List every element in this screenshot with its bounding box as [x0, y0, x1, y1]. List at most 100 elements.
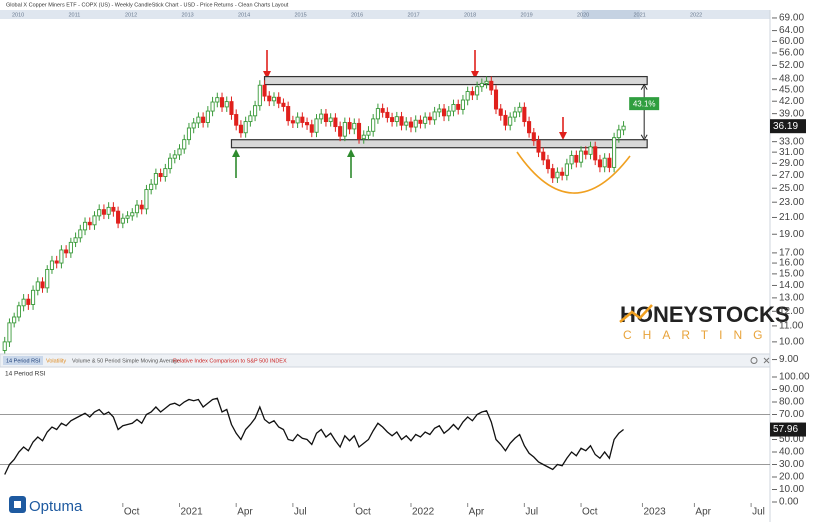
y-tick-label: 52.00 [779, 60, 804, 71]
candle-body [508, 116, 513, 126]
candle-body [286, 106, 291, 122]
indicator-tab[interactable]: 14 Period RSI [6, 358, 41, 364]
navigator-strip[interactable] [0, 10, 770, 19]
x-tick-label: Oct [582, 507, 598, 518]
indicator-tab[interactable]: Volume & 50 Period Simple Moving Average [72, 358, 180, 364]
y-tick-label: 31.00 [779, 147, 804, 158]
navigator-window[interactable] [582, 10, 640, 19]
candle-body [153, 173, 158, 185]
y-tick-label: 30.00 [779, 459, 804, 470]
candle-body [612, 137, 617, 168]
x-tick-label: 2022 [412, 507, 435, 518]
candle-body [243, 121, 248, 134]
candle-body [144, 189, 149, 210]
navigator-year: 2010 [12, 12, 24, 18]
candle-body [361, 134, 366, 140]
close-icon[interactable] [763, 357, 770, 364]
candle-body [531, 132, 536, 142]
candle-body [545, 159, 551, 170]
tab-active[interactable] [3, 356, 43, 365]
y-tick-label: 70.00 [779, 409, 804, 420]
y-tick-label: 90.00 [779, 384, 804, 395]
navigator-year: 2015 [295, 12, 307, 18]
candle-body [541, 151, 546, 161]
candle-body [550, 168, 555, 179]
candle-body [503, 114, 508, 126]
candle-body [356, 122, 362, 140]
candle-body [621, 125, 626, 131]
eye-icon[interactable] [750, 357, 758, 364]
y-tick-label: 16.00 [779, 258, 804, 269]
candle-body [116, 210, 121, 224]
candle-body [257, 84, 262, 107]
indicator-tab[interactable]: Relative Index Comparison to S&P 500 IND… [173, 358, 287, 364]
candle-body [229, 101, 234, 115]
chart-header: Global X Copper Miners ETF - COPX (US) -… [6, 2, 289, 8]
candle-body [371, 118, 376, 132]
watermark-text: HONEYSTOCKS [620, 302, 790, 327]
candle-body [295, 116, 300, 124]
candle-body [21, 298, 26, 307]
candle-body [125, 215, 130, 219]
candle-body [45, 269, 50, 289]
indicator-tab[interactable]: Volatility [46, 358, 66, 364]
candle-body [536, 140, 541, 153]
y-tick-label: 10.00 [779, 484, 804, 495]
y-tick-label: 0.00 [779, 497, 799, 508]
last-price-tag [770, 119, 806, 134]
candle-body [248, 115, 253, 123]
candle-body [578, 150, 584, 163]
candle-body [201, 116, 206, 123]
navigator-year: 2020 [577, 12, 589, 18]
candle-body [394, 116, 399, 123]
y-tick-label: 33.00 [779, 136, 804, 147]
candle-body [390, 117, 395, 123]
candle-body [73, 237, 78, 243]
candle-body [451, 103, 456, 112]
candle-body [437, 108, 442, 113]
candle-body [87, 221, 92, 226]
candle-body [456, 103, 461, 110]
candle-body [423, 116, 428, 124]
candle-body [527, 121, 532, 134]
candle-body [399, 116, 404, 126]
candle-body [276, 96, 281, 104]
range-label-bg [629, 97, 660, 111]
candle-body [300, 116, 305, 123]
y-tick-label: 42.00 [779, 96, 804, 107]
candle-body [290, 120, 295, 124]
candle-body [380, 108, 385, 113]
candle-body [441, 108, 447, 117]
y-tick-label: 14.00 [779, 280, 804, 291]
candle-body [158, 173, 163, 178]
arrow-head [471, 71, 479, 79]
y-tick-label: 11.00 [779, 321, 804, 332]
y-tick-label: 48.00 [779, 73, 804, 84]
candle-body [470, 91, 475, 96]
x-tick-label: Jul [752, 507, 765, 518]
candle-body [82, 221, 88, 231]
navigator-year: 2021 [634, 12, 646, 18]
candle-body [97, 209, 102, 217]
y-tick-label: 69.00 [779, 13, 804, 24]
candle-body [238, 124, 243, 134]
candle-body [432, 111, 437, 121]
y-tick-label: 20.00 [779, 472, 804, 483]
range-arrowhead [640, 83, 648, 141]
candle-body [262, 84, 267, 97]
candle-body [446, 110, 451, 117]
y-tick-label: 10.00 [779, 337, 804, 348]
y-tick-label: 40.00 [779, 447, 804, 458]
candle-body [616, 129, 621, 139]
candle-body [120, 217, 125, 224]
candle-body [26, 298, 31, 305]
y-tick-label: 100.00 [779, 372, 810, 383]
y-tick-label: 19.00 [779, 229, 804, 240]
candle-body [484, 80, 489, 84]
indicator-bar [0, 353, 771, 368]
candle-body [163, 168, 168, 178]
brand-text: Optuma [29, 498, 83, 515]
candle-body [271, 96, 277, 102]
brand-icon-inner [14, 501, 21, 508]
